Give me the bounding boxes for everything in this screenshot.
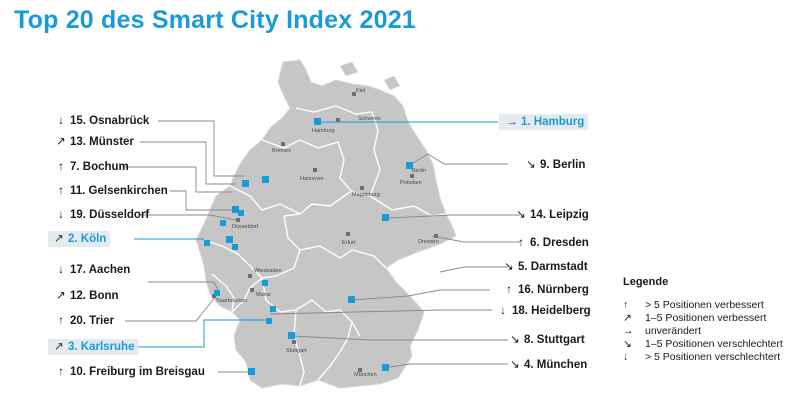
legend-item: ↗ 1–5 Positionen verbessert [623, 312, 767, 324]
rank-label-heidelberg: ↓ 18. Heidelberg [500, 305, 591, 317]
marker-stuttgart [288, 332, 295, 339]
marker-aachen [204, 240, 210, 246]
marker-berlin [406, 162, 413, 169]
marker-koeln [226, 236, 233, 243]
rank-label-trier: ↑ 20. Trier [58, 315, 115, 327]
rank-label-koeln: ↗ 2. Köln [48, 231, 111, 247]
map-label-kiel: Kiel [356, 88, 365, 94]
legend: Legende ↑ > 5 Positionen verbessert ↗ 1–5 … [623, 276, 783, 364]
map-label-saarbruecken: Saarbrücken [216, 298, 247, 304]
map-label-dresden: Dresden [418, 239, 439, 245]
marker-gelsenkirchen [238, 210, 244, 216]
map-label-mainz: Mainz [256, 292, 271, 298]
marker-nuernberg [348, 296, 355, 303]
legend-item: → unverändert [623, 325, 702, 337]
rank-label-duesseldorf: ↓ 19. Düsseldorf [58, 209, 150, 221]
map-label-wiesbaden: Wiesbaden [254, 268, 282, 274]
page-title: Top 20 des Smart City Index 2021 [14, 6, 416, 34]
leader-lines [124, 120, 520, 373]
rank-label-dresden: ↑ 6. Dresden [518, 237, 589, 249]
map-label-berlin: Berlin [412, 168, 426, 174]
map-label-hamburg: Hamburg [312, 128, 335, 134]
marker-duesseldorf [220, 220, 226, 226]
marker-trier [214, 290, 220, 296]
map-label-duesseldorf: Düsseldorf [232, 224, 259, 230]
marker-darmstadt [262, 280, 268, 286]
legend-item: ↓ > 5 Positionen verschlechtert [623, 351, 781, 363]
rank-label-stuttgart: ↘ 8. Stuttgart [510, 334, 585, 346]
rank-label-darmstadt: ↘ 5. Darmstadt [504, 261, 588, 273]
city-markers [204, 118, 413, 375]
rank-label-hamburg: → 1. Hamburg [499, 114, 589, 130]
legend-title: Legende [623, 276, 669, 288]
marker-muenchen [382, 364, 389, 371]
rank-label-nuernberg: ↑ 16. Nürnberg [506, 284, 589, 296]
marker-muenster [242, 180, 249, 187]
rank-label-bonn: ↗ 12. Bonn [56, 290, 119, 302]
highlight-leaders [130, 121, 498, 348]
map-label-stuttgart: Stuttgart [286, 348, 307, 354]
rank-label-karlsruhe: ↗ 3. Karlsruhe [48, 339, 139, 355]
map-label-schwerin: Schwerin [358, 116, 381, 122]
map-label-muenchen: München [354, 372, 377, 378]
map-label-erfurt: Erfurt [342, 240, 356, 246]
rank-label-bochum: ↑ 7. Bochum [58, 161, 129, 173]
marker-bochum [232, 206, 239, 213]
rank-label-freiburg: ↑ 10. Freiburg im Breisgau [58, 366, 205, 378]
rank-label-muenster: ↗ 13. Münster [56, 136, 134, 148]
marker-heidelberg [270, 306, 276, 312]
marker-bonn [232, 244, 238, 250]
map-label-hannover: Hannover [300, 176, 324, 182]
marker-osnabrueck [262, 176, 269, 183]
rank-label-leipzig: ↘ 14. Leipzig [516, 209, 589, 221]
rank-label-aachen: ↓ 17. Aachen [58, 264, 131, 276]
rank-label-osnabrueck: ↓ 15. Osnabrück [58, 115, 150, 127]
marker-leipzig [382, 214, 389, 221]
rank-label-gelsenkirchen: ↑ 11. Gelsenkirchen [58, 185, 168, 197]
germany-shape [195, 59, 457, 389]
map-label-potsdam: Potsdam [400, 180, 422, 186]
marker-hamburg [314, 118, 321, 125]
legend-item: ↑ > 5 Positionen verbessert [623, 299, 764, 311]
legend-item: ↘ 1–5 Positionen verschlechtert [623, 338, 783, 350]
rank-label-berlin: ↘ 9. Berlin [526, 159, 586, 171]
map-label-magdeburg: Magdeburg [352, 192, 380, 198]
rank-label-muenchen: ↘ 4. München [510, 359, 588, 371]
map-label-bremen: Bremen [272, 148, 291, 154]
marker-freiburg [248, 368, 255, 375]
marker-karlsruhe [266, 318, 272, 324]
